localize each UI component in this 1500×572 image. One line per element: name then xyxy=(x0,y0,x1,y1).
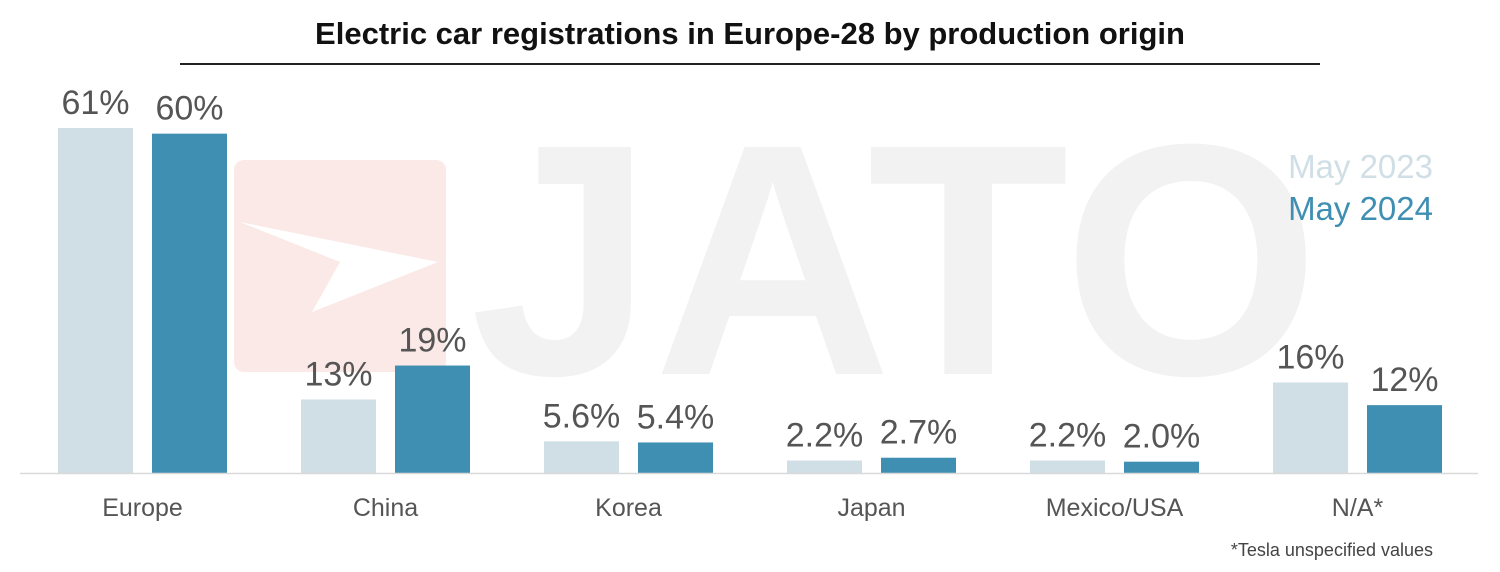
chart-title: Electric car registrations in Europe-28 … xyxy=(315,16,1185,51)
bar-mexico-usa-may-2024 xyxy=(1124,461,1199,473)
category-label-europe: Europe xyxy=(102,494,183,522)
value-label-mexico-usa-may-2023: 2.2% xyxy=(1029,417,1107,455)
footnote: *Tesla unspecified values xyxy=(1231,540,1433,560)
bar-china-may-2024 xyxy=(395,365,470,473)
bar-korea-may-2024 xyxy=(638,442,713,473)
bar-korea-may-2023 xyxy=(544,441,619,473)
plot-area: 61% 60% Europe 13% 19% China 5.6% 5.4% Korea 2.2%… xyxy=(58,84,1442,522)
value-label-japan-may-2023: 2.2% xyxy=(786,417,864,455)
value-label-europe-may-2023: 61% xyxy=(61,84,129,122)
bar-n-a-may-2023 xyxy=(1273,382,1348,473)
category-label-mexico-usa: Mexico/USA xyxy=(1046,494,1184,522)
watermark: JATO xyxy=(234,75,1320,444)
category-label-china: China xyxy=(353,494,418,522)
legend: May 2023 May 2024 xyxy=(1288,148,1433,227)
jato-logo-icon xyxy=(234,160,446,372)
value-label-china-may-2024: 19% xyxy=(398,322,466,360)
bar-europe-may-2023 xyxy=(58,128,133,473)
value-label-n-a-may-2023: 16% xyxy=(1276,339,1344,377)
category-label-korea: Korea xyxy=(595,494,662,522)
value-label-korea-may-2024: 5.4% xyxy=(637,398,715,436)
legend-item-may-2024: May 2024 xyxy=(1288,190,1433,227)
value-label-n-a-may-2024: 12% xyxy=(1370,361,1438,399)
value-label-japan-may-2024: 2.7% xyxy=(880,414,958,452)
category-label-n-a: N/A* xyxy=(1332,494,1384,522)
bar-japan-may-2023 xyxy=(787,460,862,473)
bar-japan-may-2024 xyxy=(881,457,956,473)
bar-mexico-usa-may-2023 xyxy=(1030,460,1105,473)
value-label-mexico-usa-may-2024: 2.0% xyxy=(1123,418,1201,456)
value-label-europe-may-2024: 60% xyxy=(155,90,223,128)
legend-item-may-2023: May 2023 xyxy=(1288,148,1433,185)
bar-china-may-2023 xyxy=(301,399,376,473)
value-label-china-may-2023: 13% xyxy=(304,355,372,393)
bar-n-a-may-2024 xyxy=(1367,405,1442,473)
category-label-japan: Japan xyxy=(837,494,905,522)
value-label-korea-may-2023: 5.6% xyxy=(543,397,621,435)
bar-europe-may-2024 xyxy=(152,133,227,473)
watermark-text: JATO xyxy=(470,75,1320,444)
